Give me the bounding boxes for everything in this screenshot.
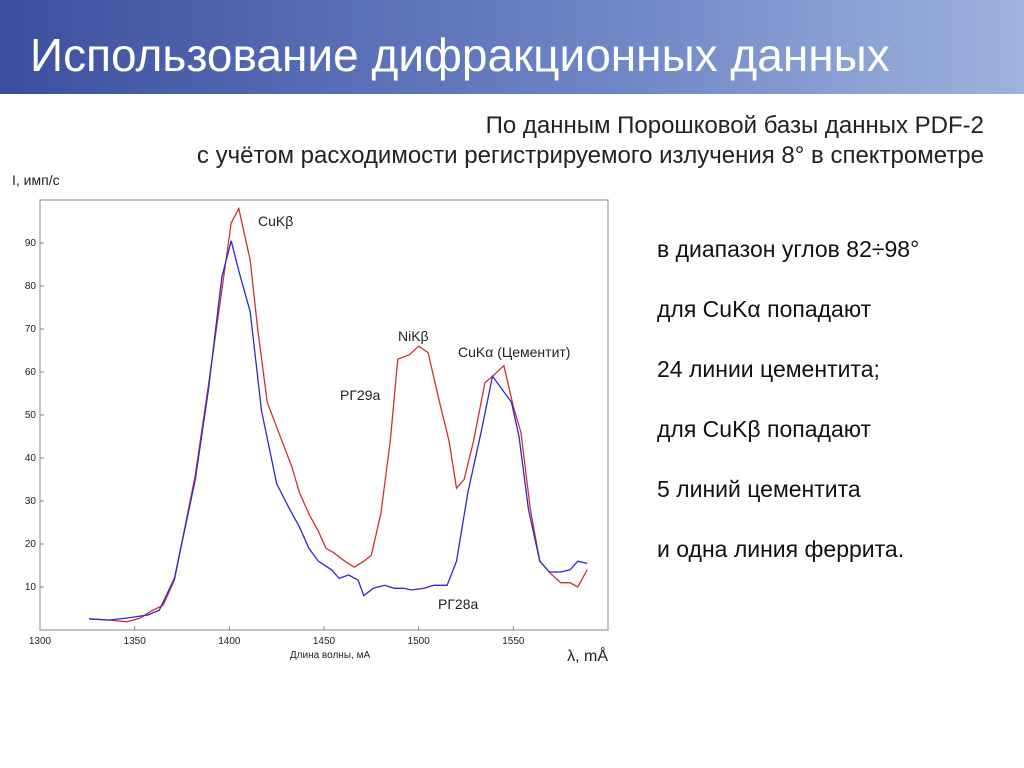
y-tick-label: 10: [25, 582, 37, 593]
series-line: [89, 206, 588, 623]
note: 24 линии цементита;: [657, 356, 880, 382]
series-line: [89, 240, 588, 621]
x-unit: λ, mÅ: [567, 646, 608, 665]
x-tick-label: 1500: [408, 636, 431, 647]
y-tick-label: 90: [25, 238, 37, 249]
x-tick-label: 1450: [313, 636, 336, 647]
x-axis-label: Длина волны, мА: [290, 650, 371, 661]
annotation: РГ29а: [340, 387, 380, 403]
y-tick-label: 80: [25, 281, 37, 292]
y-tick-label: 60: [25, 367, 37, 378]
x-tick-label: 1300: [29, 636, 52, 647]
annotation: РГ28а: [438, 596, 478, 612]
note: и одна линия феррита.: [657, 536, 905, 562]
y-tick-label: 20: [25, 539, 37, 550]
note: для CuKα попадают: [657, 296, 872, 322]
annotation: NiKβ: [398, 328, 429, 344]
y-tick-label: 50: [25, 410, 37, 421]
note: в диапазон углов 82÷98°: [657, 236, 920, 262]
header: Использование дифракционных данных: [0, 0, 1024, 94]
y-axis-label: I, имп/с: [12, 172, 60, 188]
annotation: CuKβ: [258, 213, 293, 229]
y-tick-label: 40: [25, 453, 37, 464]
note: для CuKβ попадают: [657, 416, 872, 442]
x-tick-label: 1350: [124, 636, 147, 647]
y-tick-label: 30: [25, 496, 37, 507]
y-tick-label: 70: [25, 324, 37, 335]
subtitle: По данным Порошковой базы данных PDF-2: [485, 112, 984, 139]
x-tick-label: 1550: [502, 636, 525, 647]
subtitle: с учётом расходимости регистрируемого из…: [196, 142, 984, 169]
annotation: CuKα (Цементит): [458, 344, 570, 360]
title: Использование дифракционных данных: [30, 29, 890, 81]
note: 5 линий цементита: [657, 476, 861, 502]
x-tick-label: 1400: [218, 636, 241, 647]
